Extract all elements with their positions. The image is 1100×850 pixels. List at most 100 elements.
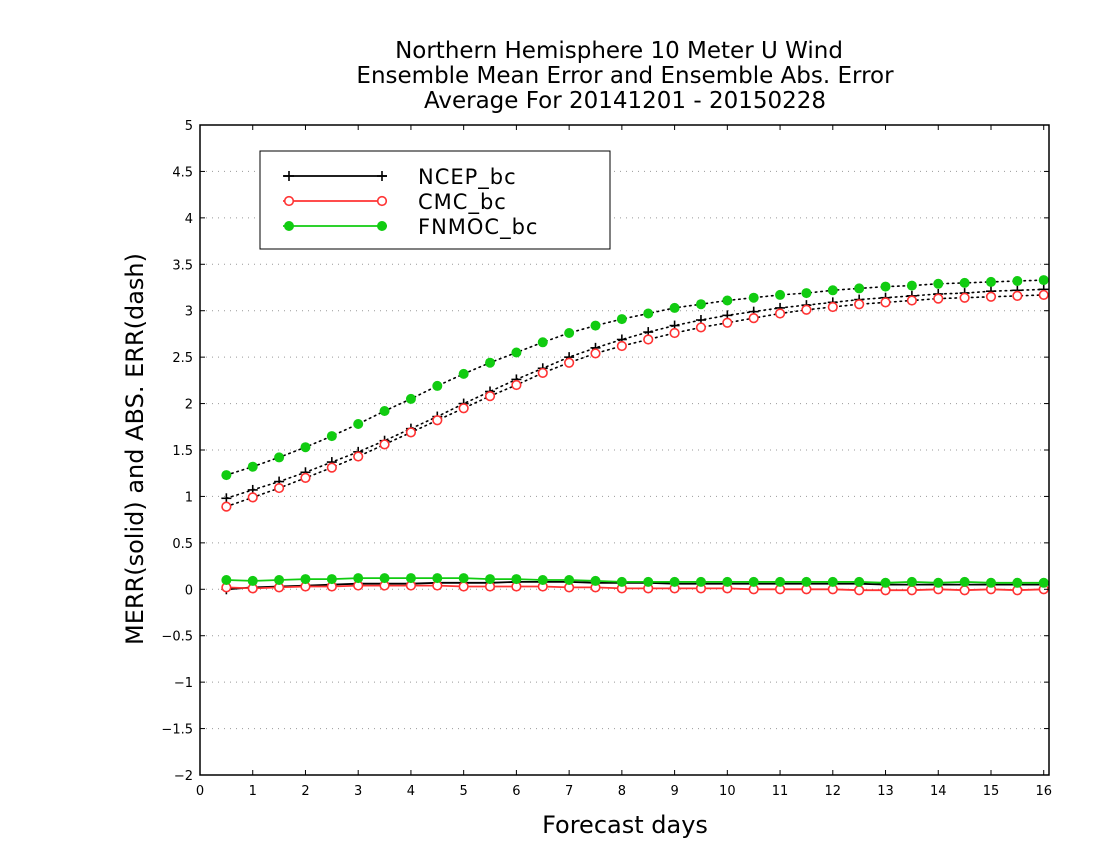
point-cmc-bc-merr-24 <box>854 585 865 596</box>
legend-box <box>259 150 611 250</box>
series-cmc-bc <box>221 289 1049 596</box>
point-cmc-bc-abs-err-3 <box>300 472 311 483</box>
point-fnmoc-bc-abs-err-13 <box>564 328 575 338</box>
legend-marker-start-ncep-bc <box>284 171 294 181</box>
x-tick-label-14: 14 <box>930 784 947 799</box>
y-tick-label-7: 1.5 <box>172 444 193 459</box>
x-tick-label-1: 1 <box>249 784 257 799</box>
x-tick-label-7: 7 <box>565 784 573 799</box>
point-fnmoc-bc-merr-22 <box>801 576 812 587</box>
point-fnmoc-bc-abs-err-25 <box>880 281 891 292</box>
point-fnmoc-bc-merr-10 <box>485 574 496 585</box>
x-tick-label-11: 11 <box>772 784 789 799</box>
point-cmc-bc-abs-err-0 <box>221 501 232 512</box>
point-fnmoc-bc-merr-9 <box>458 573 469 584</box>
series-ncep-bc-abs-err-line <box>225 288 1045 500</box>
x-tick-label-13: 13 <box>877 784 894 799</box>
point-cmc-bc-abs-err-23 <box>827 301 838 313</box>
point-cmc-bc-abs-err-9 <box>458 403 469 414</box>
point-fnmoc-bc-merr-21 <box>775 576 786 587</box>
point-fnmoc-bc-abs-err-10 <box>485 357 496 368</box>
series-cmc-bc-abs-err-line <box>225 294 1045 508</box>
legend-label-ncep-bc: NCEP_bc <box>418 165 517 190</box>
title-line-3: Average For 20141201 - 20150228 <box>424 88 826 114</box>
point-fnmoc-bc-abs-err-31 <box>1038 275 1049 286</box>
y-tick-label-13: 4.5 <box>172 165 193 180</box>
point-fnmoc-bc-abs-err-9 <box>458 368 469 379</box>
point-cmc-bc-abs-err-28 <box>959 292 970 303</box>
point-fnmoc-bc-merr-16 <box>643 576 654 587</box>
point-fnmoc-bc-abs-err-23 <box>827 285 838 296</box>
x-tick-label-8: 8 <box>618 784 626 799</box>
series-cmc-bc-merr-line <box>226 584 1044 592</box>
point-fnmoc-bc-abs-err-20 <box>748 292 759 303</box>
x-tick-label-3: 3 <box>354 784 362 799</box>
series-fnmoc-bc-abs-err-line <box>225 279 1045 476</box>
point-fnmoc-bc-merr-30 <box>1012 577 1023 588</box>
y-tick-label-0: −2 <box>174 769 193 784</box>
point-fnmoc-bc-merr-11 <box>511 574 522 585</box>
point-fnmoc-bc-abs-err-24 <box>854 283 865 294</box>
point-fnmoc-bc-merr-23 <box>827 576 838 587</box>
point-cmc-bc-abs-err-11 <box>511 379 522 391</box>
point-fnmoc-bc-merr-8 <box>432 573 443 584</box>
point-cmc-bc-abs-err-25 <box>880 297 891 308</box>
point-fnmoc-bc-merr-26 <box>906 576 917 587</box>
point-cmc-bc-abs-err-5 <box>353 451 364 462</box>
point-cmc-bc-abs-err-26 <box>906 295 917 306</box>
point-cmc-bc-merr-28 <box>959 585 970 596</box>
x-tick-label-16: 16 <box>1035 784 1052 799</box>
point-cmc-bc-abs-err-12 <box>537 367 548 379</box>
point-fnmoc-bc-merr-28 <box>959 576 970 587</box>
point-fnmoc-bc-abs-err-19 <box>722 295 733 306</box>
point-fnmoc-bc-merr-4 <box>326 574 337 585</box>
legend-marker-end-ncep-bc <box>377 171 387 181</box>
point-cmc-bc-abs-err-7 <box>405 427 417 438</box>
point-fnmoc-bc-merr-25 <box>880 577 891 588</box>
point-cmc-bc-abs-err-29 <box>985 291 997 302</box>
x-tick-label-9: 9 <box>670 784 678 799</box>
legend-label-cmc-bc: CMC_bc <box>418 190 507 215</box>
x-tick-label-0: 0 <box>196 784 204 799</box>
point-fnmoc-bc-merr-15 <box>616 576 627 587</box>
legend-marker-start-cmc-bc <box>283 195 295 207</box>
y-tick-label-8: 2 <box>185 398 193 413</box>
point-fnmoc-bc-abs-err-5 <box>353 419 364 429</box>
axis-ticks: 0 1 2 3 4 5 6 7 8 9 10 11 12 13 14 15 16−2−1.5−1−0.500.5… <box>161 119 1052 799</box>
point-cmc-bc-abs-err-24 <box>854 299 865 310</box>
point-cmc-bc-abs-err-14 <box>590 348 601 359</box>
y-tick-label-9: 2.5 <box>172 351 193 366</box>
point-fnmoc-bc-merr-20 <box>748 576 759 587</box>
title-line-2: Ensemble Mean Error and Ensemble Abs. Er… <box>356 63 894 89</box>
point-fnmoc-bc-merr-3 <box>300 574 311 585</box>
point-fnmoc-bc-merr-13 <box>564 575 575 585</box>
y-axis-label: MERR(solid) and ABS. ERR(dash) <box>121 253 149 645</box>
point-cmc-bc-abs-err-8 <box>432 415 443 426</box>
point-cmc-bc-abs-err-10 <box>484 391 496 402</box>
point-fnmoc-bc-abs-err-29 <box>985 276 996 287</box>
point-cmc-bc-abs-err-30 <box>1012 290 1023 301</box>
point-fnmoc-bc-merr-2 <box>274 575 285 585</box>
point-fnmoc-bc-merr-5 <box>353 573 364 584</box>
point-fnmoc-bc-abs-err-28 <box>959 277 970 288</box>
y-tick-label-6: 1 <box>185 490 193 505</box>
x-axis-label: Forecast days <box>542 811 708 839</box>
series-fnmoc-bc <box>221 275 1049 588</box>
point-fnmoc-bc-abs-err-14 <box>590 320 601 331</box>
point-fnmoc-bc-merr-6 <box>379 573 390 584</box>
x-tick-label-15: 15 <box>983 784 1000 799</box>
point-fnmoc-bc-abs-err-16 <box>643 308 654 319</box>
y-tick-label-5: 0.5 <box>172 537 193 552</box>
series-fnmoc-bc-merr-line <box>226 577 1044 584</box>
point-fnmoc-bc-merr-29 <box>985 577 996 588</box>
point-fnmoc-bc-abs-err-8 <box>432 380 443 391</box>
point-cmc-bc-abs-err-16 <box>643 334 654 345</box>
y-tick-label-14: 5 <box>185 119 193 134</box>
point-fnmoc-bc-abs-err-2 <box>274 452 285 463</box>
x-tick-label-5: 5 <box>460 784 468 799</box>
point-fnmoc-bc-abs-err-17 <box>669 302 680 313</box>
point-cmc-bc-abs-err-6 <box>379 439 390 450</box>
point-fnmoc-bc-abs-err-27 <box>933 278 944 289</box>
